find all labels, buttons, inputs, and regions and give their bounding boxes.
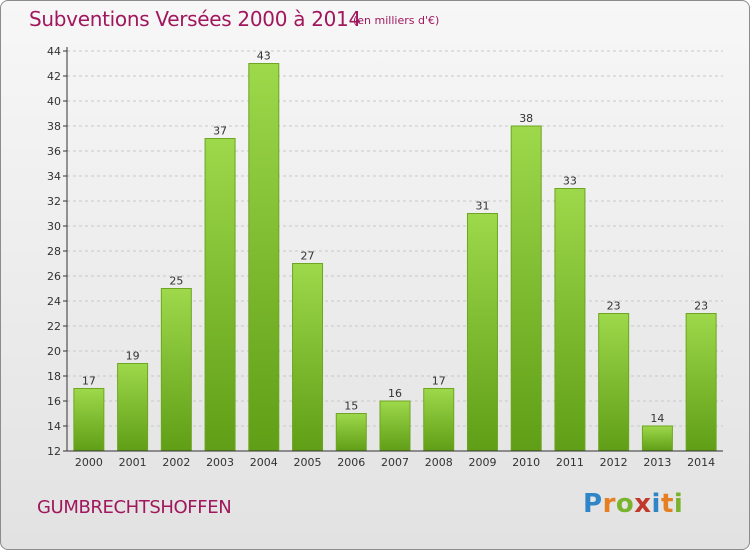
y-tick-label: 16 xyxy=(47,395,61,408)
logo-letter: o xyxy=(615,489,635,519)
y-tick-label: 28 xyxy=(47,245,61,258)
y-tick-label: 30 xyxy=(47,220,61,233)
x-tick-label: 2004 xyxy=(250,456,278,469)
chart-title: Subventions Versées 2000 à 2014 xyxy=(29,7,361,31)
bar-value-label: 14 xyxy=(650,412,664,425)
x-tick-label: 2007 xyxy=(381,456,409,469)
x-tick-label: 2003 xyxy=(206,456,234,469)
y-tick-label: 12 xyxy=(47,445,61,458)
bar-value-label: 27 xyxy=(301,250,315,263)
bar xyxy=(292,263,324,452)
y-tick-label: 32 xyxy=(47,195,61,208)
x-tick-label: 2013 xyxy=(643,456,671,469)
bar xyxy=(466,213,498,452)
proxiti-logo: Proxiti xyxy=(583,489,683,519)
logo-letter: r xyxy=(602,489,616,519)
x-tick-label: 2014 xyxy=(687,456,715,469)
bar xyxy=(598,313,630,452)
x-tick-label: 2001 xyxy=(119,456,147,469)
y-tick-label: 22 xyxy=(47,320,61,333)
x-tick-label: 2000 xyxy=(75,456,103,469)
bar xyxy=(685,313,717,452)
bar xyxy=(248,63,280,452)
y-tick-label: 34 xyxy=(47,170,61,183)
y-tick-label: 18 xyxy=(47,370,61,383)
logo-letter: x xyxy=(634,489,652,519)
bar-value-label: 37 xyxy=(213,125,227,138)
y-tick-label: 42 xyxy=(47,70,61,83)
y-tick-label: 44 xyxy=(47,45,61,58)
logo-letter: t xyxy=(660,489,674,519)
y-tick-label: 14 xyxy=(47,420,61,433)
bar-value-label: 16 xyxy=(388,387,402,400)
y-tick-label: 24 xyxy=(47,295,61,308)
x-tick-label: 2011 xyxy=(556,456,584,469)
y-tick-label: 36 xyxy=(47,145,61,158)
x-tick-label: 2006 xyxy=(337,456,365,469)
commune-name: GUMBRECHTSHOFFEN xyxy=(37,497,232,518)
y-tick-label: 20 xyxy=(47,345,61,358)
bar xyxy=(160,288,192,452)
x-tick-label: 2008 xyxy=(425,456,453,469)
logo-letter: P xyxy=(583,489,603,519)
logo-letter: i xyxy=(673,489,684,519)
bar-value-label: 19 xyxy=(126,350,140,363)
bar xyxy=(554,188,586,452)
bar-value-label: 33 xyxy=(563,175,577,188)
x-tick-label: 2010 xyxy=(512,456,540,469)
logo-letter: i xyxy=(651,489,661,519)
bar-value-label: 17 xyxy=(432,375,446,388)
bar xyxy=(510,125,542,452)
y-tick-label: 38 xyxy=(47,120,61,133)
bar-value-label: 17 xyxy=(82,375,96,388)
x-tick-label: 2009 xyxy=(468,456,496,469)
bar xyxy=(73,388,105,452)
bar xyxy=(204,138,236,452)
bar xyxy=(641,425,673,452)
bar-value-label: 15 xyxy=(344,400,358,413)
bar xyxy=(379,400,411,452)
bar-value-label: 23 xyxy=(694,300,708,313)
bar-value-label: 23 xyxy=(607,300,621,313)
chart-subtitle: (en milliers d'€) xyxy=(353,14,440,27)
bar-value-label: 43 xyxy=(257,50,271,63)
x-tick-label: 2005 xyxy=(294,456,322,469)
y-tick-label: 40 xyxy=(47,95,61,108)
bar xyxy=(423,388,455,452)
x-tick-label: 2012 xyxy=(600,456,628,469)
bar xyxy=(335,413,367,452)
bar-value-label: 25 xyxy=(169,275,183,288)
bar-value-label: 38 xyxy=(519,112,533,125)
y-tick-label: 26 xyxy=(47,270,61,283)
x-tick-label: 2002 xyxy=(162,456,190,469)
bar xyxy=(117,363,149,452)
bar-value-label: 31 xyxy=(475,200,489,213)
